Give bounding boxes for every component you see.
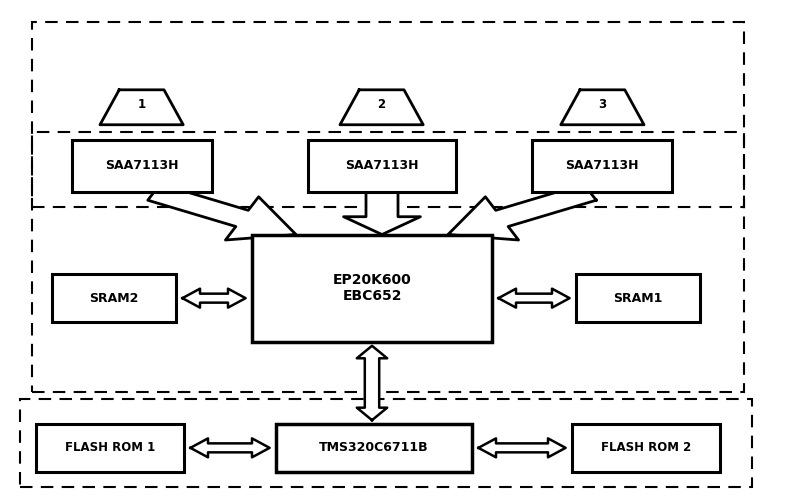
Text: FLASH ROM 2: FLASH ROM 2 <box>601 441 691 455</box>
Polygon shape <box>357 346 387 420</box>
Bar <box>532 140 672 192</box>
Polygon shape <box>498 288 570 307</box>
Bar <box>32 22 744 207</box>
Polygon shape <box>148 184 296 240</box>
Text: TMS320C6711B: TMS320C6711B <box>319 441 429 455</box>
Text: SAA7113H: SAA7113H <box>566 159 638 173</box>
Bar <box>72 140 212 192</box>
Polygon shape <box>182 288 246 307</box>
Polygon shape <box>478 439 566 457</box>
Polygon shape <box>340 90 423 125</box>
Polygon shape <box>190 439 270 457</box>
Text: 2: 2 <box>378 98 386 111</box>
Polygon shape <box>561 90 644 125</box>
Bar <box>252 235 492 342</box>
Bar <box>52 274 176 322</box>
Text: 1: 1 <box>138 98 146 111</box>
Polygon shape <box>344 192 421 235</box>
Text: SRAM2: SRAM2 <box>90 291 138 305</box>
Text: SRAM1: SRAM1 <box>614 291 662 305</box>
Bar <box>308 140 456 192</box>
Text: FLASH ROM 1: FLASH ROM 1 <box>65 441 155 455</box>
Text: SAA7113H: SAA7113H <box>106 159 178 173</box>
Bar <box>276 424 472 472</box>
Bar <box>576 274 700 322</box>
Polygon shape <box>100 90 183 125</box>
Bar <box>20 399 752 487</box>
Bar <box>572 424 720 472</box>
Text: SAA7113H: SAA7113H <box>346 159 418 173</box>
Polygon shape <box>448 184 596 240</box>
Text: EP20K600
EBC652: EP20K600 EBC652 <box>333 273 411 303</box>
Bar <box>32 132 744 392</box>
Text: 3: 3 <box>598 98 606 111</box>
Bar <box>36 424 184 472</box>
